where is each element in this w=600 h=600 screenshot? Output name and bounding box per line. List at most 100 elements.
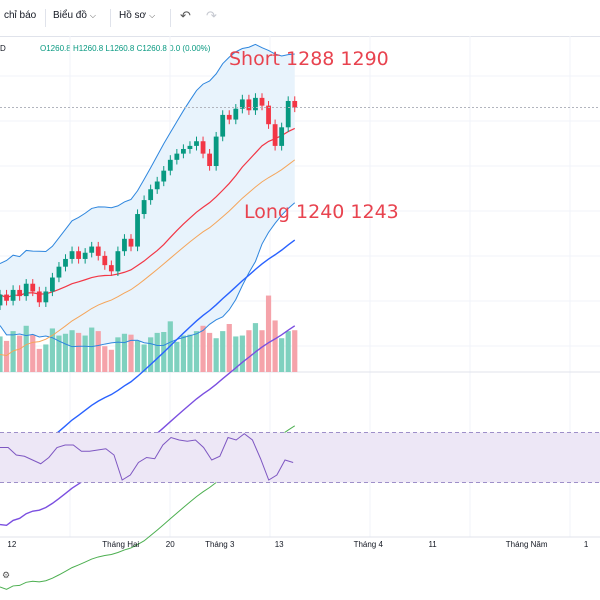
volume-bar bbox=[239, 335, 245, 372]
candle-body bbox=[266, 105, 271, 125]
ma20-line bbox=[0, 127, 296, 299]
candle-body bbox=[135, 214, 140, 247]
volume-bar bbox=[154, 332, 160, 372]
ma30-line bbox=[0, 159, 296, 357]
top-toolbar: chỉ báo Biểu đồ ⌵ Hồ sơ ⌵ ↶ ↷ bbox=[0, 0, 600, 37]
chart-menu-button[interactable]: Biểu đồ ⌵ bbox=[53, 10, 96, 21]
indicators-label: chỉ báo bbox=[4, 10, 37, 21]
volume-bar bbox=[108, 349, 114, 372]
candle-body bbox=[279, 127, 285, 146]
time-axis-label: 12 bbox=[7, 540, 16, 549]
volume-bar bbox=[3, 340, 10, 372]
volume-bar bbox=[121, 333, 128, 372]
volume-bar bbox=[43, 344, 49, 372]
volume-bar bbox=[220, 331, 226, 372]
volume-bar bbox=[226, 324, 232, 372]
ohlc-high: H1260.8 bbox=[72, 44, 104, 53]
candle-body bbox=[285, 100, 291, 128]
volume-bar bbox=[134, 340, 141, 372]
candle-body bbox=[95, 246, 101, 256]
ohlc-close: C1260.8 bbox=[136, 44, 167, 53]
toolbar-divider bbox=[170, 9, 171, 27]
candle-body bbox=[272, 124, 278, 146]
candle-body bbox=[17, 289, 23, 297]
volume-bar bbox=[213, 338, 219, 372]
candle-body bbox=[187, 145, 193, 149]
time-axis-label: Tháng Hai bbox=[102, 540, 139, 549]
volume-bar bbox=[102, 346, 108, 372]
candle-body bbox=[128, 238, 134, 247]
candle-body bbox=[102, 255, 108, 266]
candle-body bbox=[213, 136, 219, 167]
candle-body bbox=[89, 246, 95, 253]
volume-bar bbox=[10, 331, 16, 372]
bollinger-upper bbox=[0, 43, 295, 265]
volume-bar bbox=[272, 320, 278, 372]
candle-body bbox=[220, 114, 226, 137]
ohlc-legend: O1260.8 H1260.8 L1260.8 C1260.8 0.0 (0.0… bbox=[40, 44, 210, 53]
candle-body bbox=[259, 97, 265, 106]
redo-icon[interactable]: ↷ bbox=[206, 8, 217, 23]
undo-icon[interactable]: ↶ bbox=[180, 8, 191, 23]
candle-body bbox=[246, 99, 252, 111]
candle-body bbox=[141, 200, 147, 215]
volume-bar bbox=[56, 335, 62, 372]
time-axis-label: Tháng Năm bbox=[506, 540, 548, 549]
candle-body bbox=[161, 170, 167, 182]
candle-body bbox=[226, 114, 232, 120]
candle-body bbox=[43, 291, 49, 303]
time-axis-label: 1 bbox=[584, 540, 589, 549]
settings-icon[interactable]: ⚙ bbox=[2, 570, 11, 580]
profile-menu-button[interactable]: Hồ sơ ⌵ bbox=[119, 10, 155, 21]
timeframe-marker: D bbox=[0, 44, 6, 53]
volume-bar bbox=[174, 341, 180, 372]
candle-body bbox=[181, 148, 186, 154]
candle-body bbox=[10, 289, 16, 301]
candle-body bbox=[292, 100, 298, 108]
volume-bar bbox=[95, 331, 101, 372]
time-axis-label: Tháng 3 bbox=[205, 540, 235, 549]
volume-bar bbox=[207, 332, 213, 372]
volume-bar bbox=[200, 325, 206, 372]
candle-body bbox=[174, 153, 180, 160]
indicators-button[interactable]: chỉ báo bbox=[4, 10, 36, 21]
toolbar-divider bbox=[110, 9, 111, 27]
volume-bar bbox=[259, 330, 265, 372]
volume-bar bbox=[193, 331, 200, 372]
volume-bar bbox=[285, 331, 291, 372]
chart-menu-label: Biểu đồ bbox=[53, 10, 87, 21]
short-annotation: Short 1288 1290 bbox=[229, 48, 389, 70]
candle-body bbox=[56, 266, 62, 278]
profile-menu-label: Hồ sơ bbox=[119, 10, 147, 21]
ohlc-low: L1260.8 bbox=[105, 44, 135, 53]
volume-bar bbox=[36, 348, 42, 372]
candle-body bbox=[154, 181, 160, 190]
candle-body bbox=[200, 141, 206, 154]
time-axis-label: 13 bbox=[275, 540, 284, 549]
price-chart[interactable]: 12 Tháng Hai 20 Tháng 3 13 Tháng 4 11 Tháng Năm… bbox=[0, 36, 600, 600]
candle-body bbox=[36, 291, 42, 303]
volume-bar bbox=[62, 333, 69, 372]
candle-body bbox=[63, 258, 68, 267]
candle-body bbox=[167, 159, 173, 171]
volume-bar bbox=[76, 332, 82, 372]
volume-bar bbox=[82, 335, 88, 372]
candle-body bbox=[122, 238, 127, 252]
volume-bar bbox=[115, 337, 121, 372]
candle-body bbox=[23, 283, 29, 297]
volume-bar bbox=[49, 328, 55, 372]
volume-bar bbox=[233, 336, 239, 372]
candle-body bbox=[4, 294, 9, 301]
candle-body bbox=[207, 153, 212, 167]
ohlc-open: O1260.8 bbox=[40, 44, 71, 53]
volume-bar bbox=[23, 325, 29, 372]
candle-body bbox=[233, 108, 239, 120]
candle-body bbox=[115, 251, 121, 272]
volume-bar bbox=[252, 323, 259, 372]
volume-bar bbox=[128, 334, 134, 372]
candle-body bbox=[82, 252, 88, 259]
chevron-down-icon: ⌵ bbox=[149, 10, 156, 20]
volume-bar bbox=[69, 330, 75, 372]
time-axis-label: Tháng 4 bbox=[354, 540, 384, 549]
candle-body bbox=[76, 251, 81, 259]
